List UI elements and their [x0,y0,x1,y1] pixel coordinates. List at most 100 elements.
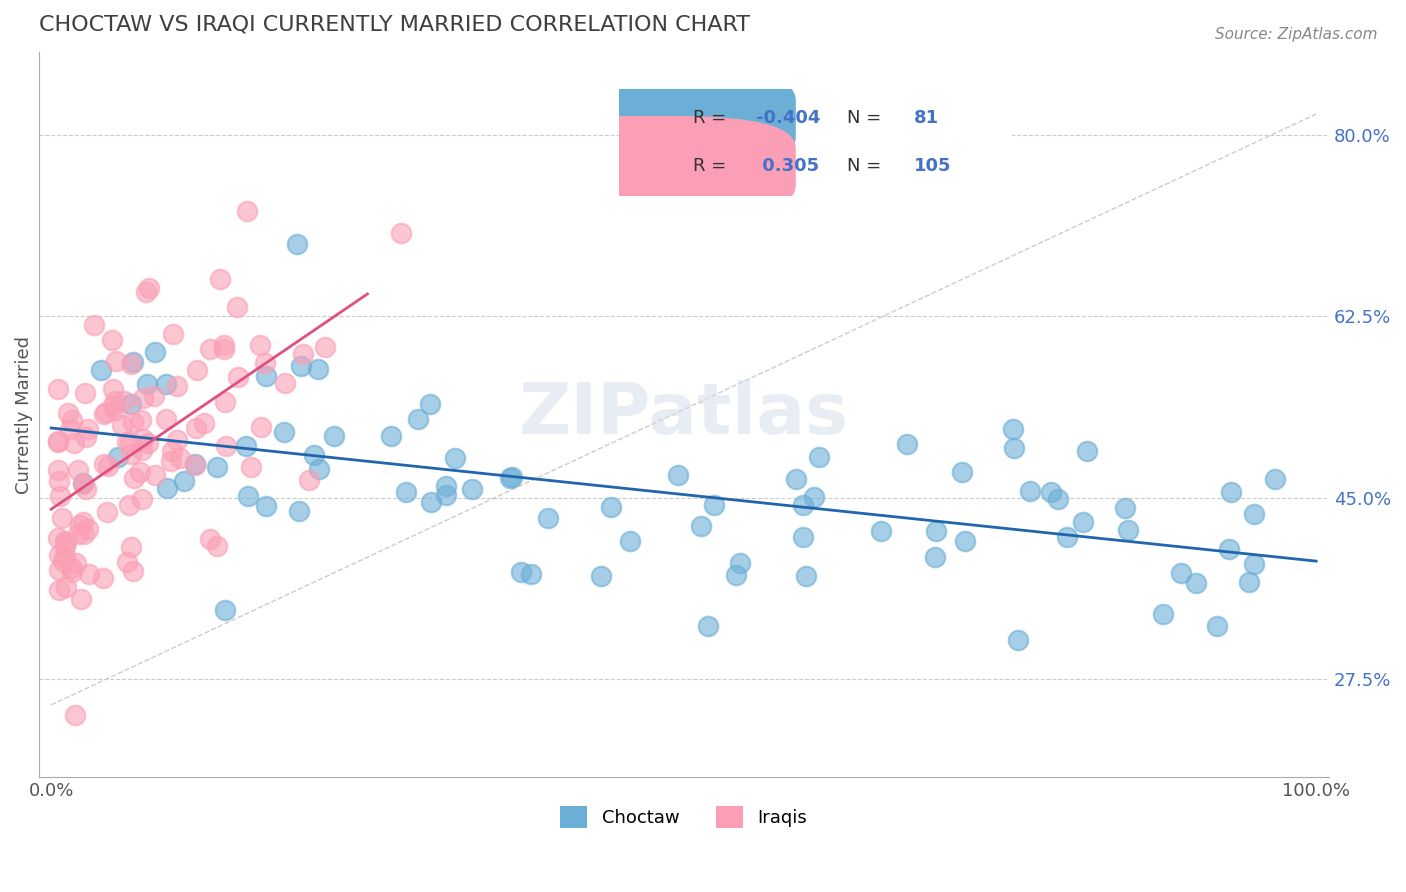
Point [803,490,825,504]
Point [703,498,725,512]
Point [105,353,128,368]
Point [48,474,70,488]
Point [120,397,142,411]
Point [925,524,948,539]
Point [112,394,135,409]
Point [273,425,295,439]
Point [115,555,138,569]
Point [1076,443,1098,458]
Point [160,444,183,458]
Point [236,489,259,503]
Point [501,470,523,484]
Point [138,436,160,450]
Point [1243,557,1265,571]
Point [162,326,184,341]
FancyBboxPatch shape [512,68,796,169]
Point [444,450,467,465]
Point [619,533,641,548]
Point [254,499,277,513]
Point [1007,632,1029,647]
Point [166,378,188,392]
Point [83,318,105,333]
Point [460,483,482,497]
Point [419,397,441,411]
Point [200,343,222,357]
Text: Source: ZipAtlas.com: Source: ZipAtlas.com [1215,27,1378,42]
Point [53,534,76,549]
Point [135,285,157,299]
Point [420,495,443,509]
Point [120,447,142,461]
Point [200,532,222,546]
Point [314,339,336,353]
Point [142,389,165,403]
Point [249,419,271,434]
Point [697,619,720,633]
Text: R =: R = [693,109,733,127]
Point [870,524,893,538]
Point [53,549,76,564]
Point [184,421,207,435]
Text: 0.305: 0.305 [756,157,820,175]
Point [1218,542,1240,557]
Point [46,463,69,477]
Point [46,382,69,396]
Text: N =: N = [846,157,887,175]
Point [75,483,97,497]
Point [1264,472,1286,486]
Point [101,399,124,413]
Point [104,403,127,417]
Point [184,458,207,472]
Point [46,531,69,545]
Point [395,484,418,499]
Point [254,355,277,369]
Point [1185,576,1208,591]
Point [950,465,973,479]
Point [48,548,70,562]
Point [63,708,86,723]
Point [205,540,228,554]
Point [97,458,120,473]
Point [796,569,818,583]
Point [96,505,118,519]
Point [1170,566,1192,580]
Point [75,430,97,444]
Point [117,435,139,450]
Point [308,462,330,476]
Point [138,281,160,295]
Point [121,416,143,430]
Point [46,434,69,448]
Point [122,471,145,485]
Point [186,363,208,377]
Point [520,566,543,581]
Point [924,550,946,565]
Point [600,500,623,515]
Point [55,580,77,594]
Point [131,491,153,506]
Point [93,407,115,421]
Text: ZIPatlas: ZIPatlas [519,380,849,450]
Point [792,498,814,512]
FancyBboxPatch shape [512,116,796,218]
Point [55,534,77,549]
Point [111,417,134,432]
Point [93,457,115,471]
Point [155,376,177,391]
Point [73,526,96,541]
Text: 81: 81 [914,109,939,127]
Point [434,488,457,502]
Point [1116,523,1139,537]
Point [298,474,321,488]
Point [389,226,412,240]
Point [60,566,83,580]
Point [214,603,236,617]
Point [792,530,814,544]
Point [184,458,207,472]
Point [160,454,183,468]
Point [249,338,271,352]
Point [59,422,82,436]
Point [104,393,127,408]
Point [1114,500,1136,515]
Point [1002,441,1025,455]
Point [307,362,329,376]
